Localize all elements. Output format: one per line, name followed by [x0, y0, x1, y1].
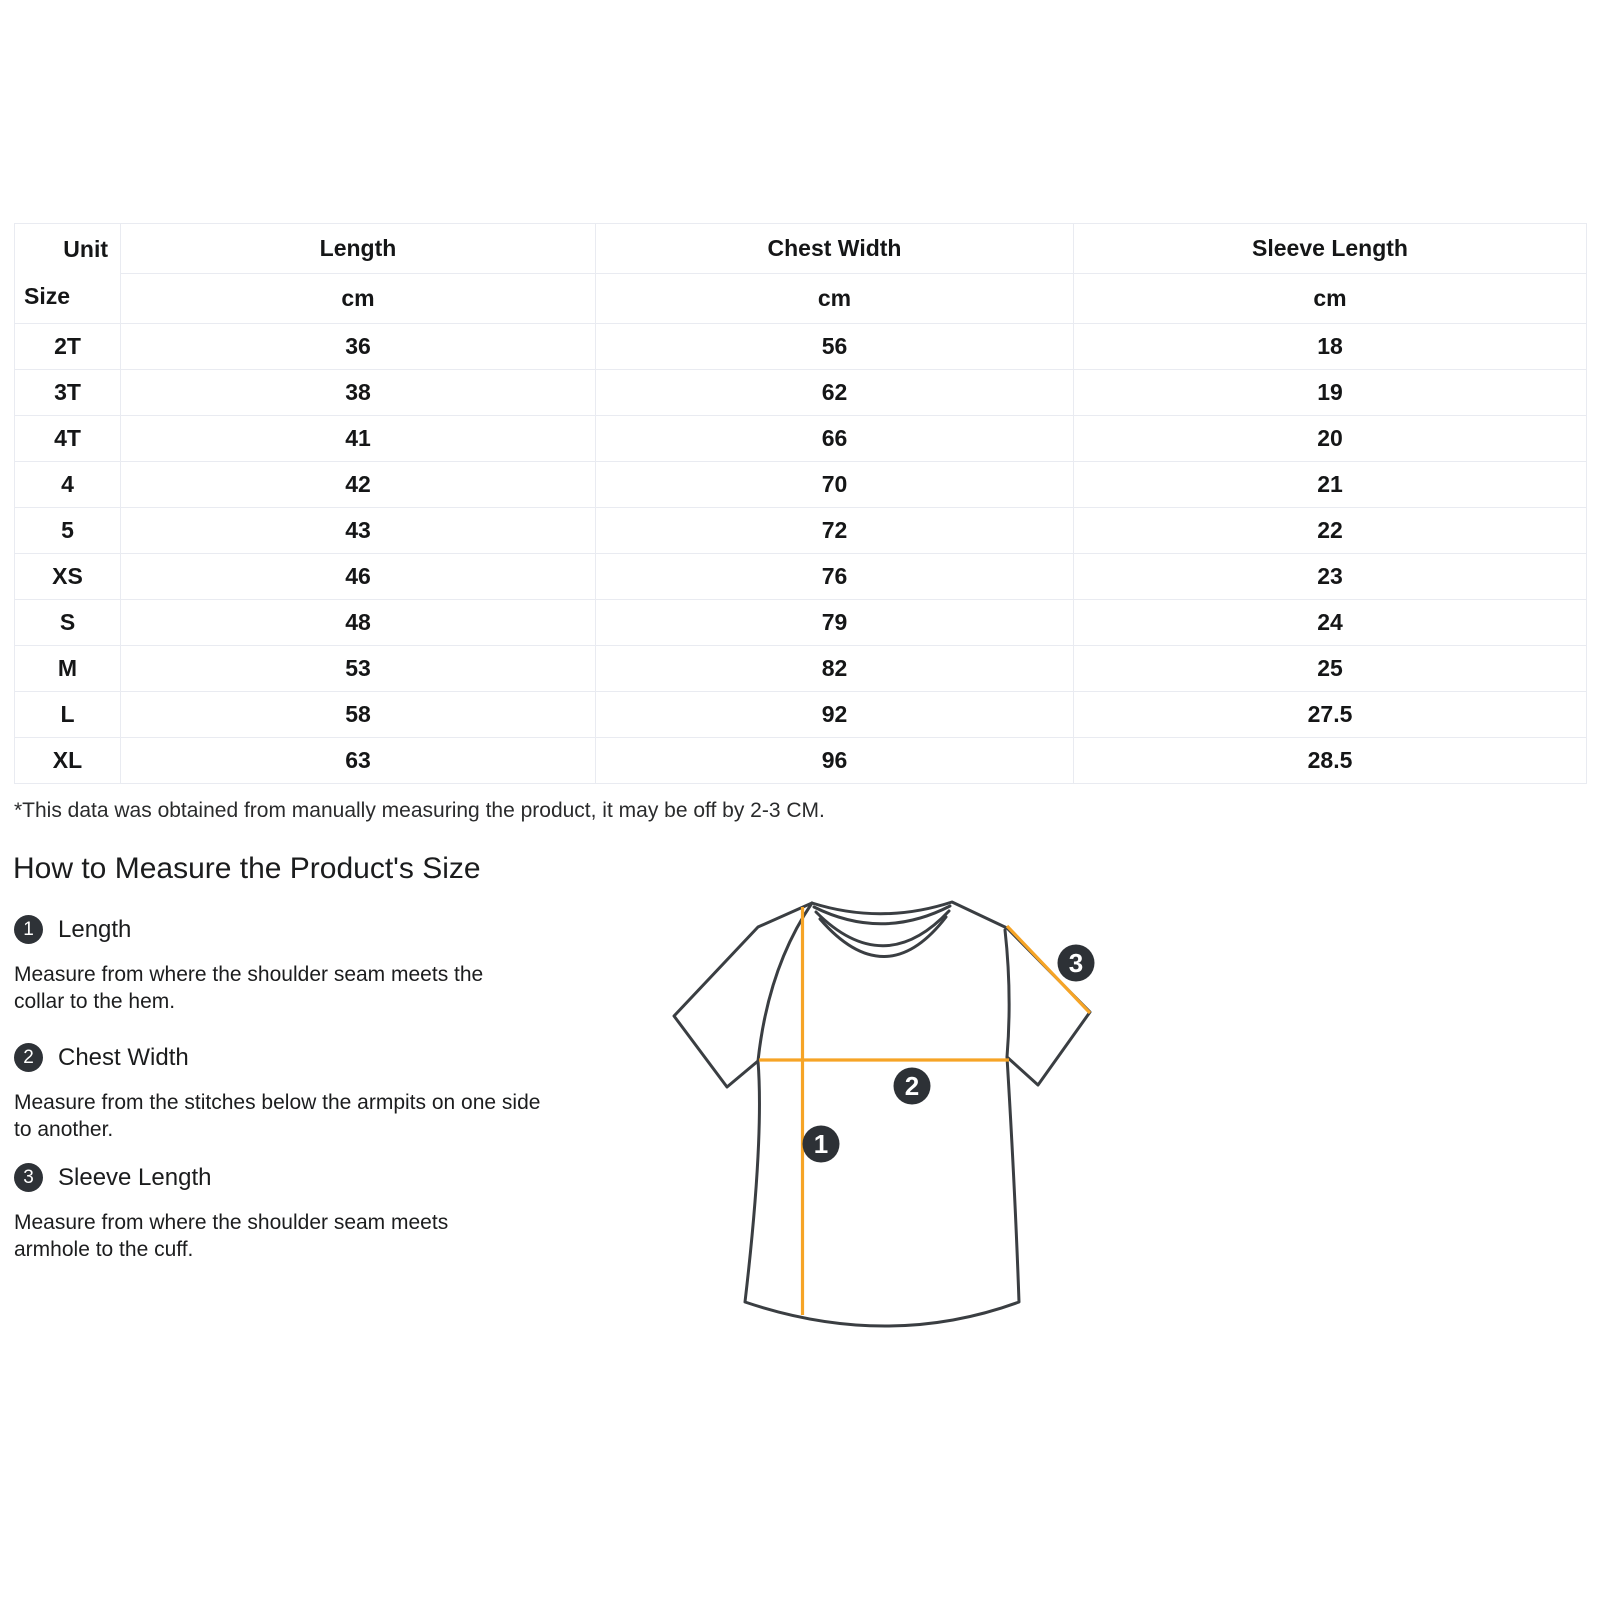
table-row: M 53 82 25 — [14, 645, 1587, 692]
measurement-disclaimer: *This data was obtained from manually me… — [14, 799, 825, 822]
length-cell: 58 — [120, 691, 596, 738]
collar-inner-line-2 — [818, 915, 948, 958]
size-cell: 3T — [14, 369, 121, 416]
table-row: 4T 41 66 20 — [14, 415, 1587, 462]
step-1-badge: 1 — [14, 915, 43, 944]
length-cell: 36 — [120, 323, 596, 370]
size-cell: XS — [14, 553, 121, 600]
chest-width-cell: 72 — [595, 507, 1074, 554]
unit-cell-sleeve-length: cm — [1073, 273, 1587, 324]
table-row: L 58 92 27.5 — [14, 691, 1587, 738]
diagram-marker-1-number: 1 — [814, 1129, 828, 1159]
sleeve-length-cell: 27.5 — [1073, 691, 1587, 738]
step-3-badge: 3 — [14, 1163, 43, 1192]
diagram-marker-1: 1 — [802, 1125, 840, 1163]
step-1-header: 1 Length — [14, 915, 579, 944]
sleeve-length-cell: 25 — [1073, 645, 1587, 692]
measure-steps: 1 Length Measure from where the shoulder… — [14, 915, 579, 1263]
diagram-marker-2-number: 2 — [905, 1071, 919, 1101]
table-row: 5 43 72 22 — [14, 507, 1587, 554]
table-unit-row: cm cm cm — [15, 273, 1587, 324]
sleeve-length-cell: 24 — [1073, 599, 1587, 646]
step-1-label: Length — [58, 915, 132, 943]
corner-size-label: Size — [24, 283, 71, 309]
sleeve-length-cell: 19 — [1073, 369, 1587, 416]
column-header-length: Length — [120, 223, 596, 274]
chest-width-cell: 79 — [595, 599, 1074, 646]
length-cell: 42 — [120, 461, 596, 508]
table-header-row: Unit Size Length Chest Width Sleeve Leng… — [14, 223, 1587, 324]
sleeve-length-cell: 22 — [1073, 507, 1587, 554]
chest-width-cell: 70 — [595, 461, 1074, 508]
tshirt-outline — [672, 900, 1092, 1328]
length-cell: 46 — [120, 553, 596, 600]
sleeve-length-cell: 21 — [1073, 461, 1587, 508]
table-row: 2T 36 56 18 — [14, 323, 1587, 370]
size-chart-table: Unit Size Length Chest Width Sleeve Leng… — [14, 223, 1587, 784]
step-2-header: 2 Chest Width — [14, 1043, 579, 1072]
step-2-badge: 2 — [14, 1043, 43, 1072]
column-header-sleeve-length: Sleeve Length — [1073, 223, 1587, 274]
step-2-label: Chest Width — [58, 1043, 189, 1071]
chest-width-cell: 76 — [595, 553, 1074, 600]
step-3-header: 3 Sleeve Length — [14, 1163, 579, 1192]
tshirt-measurement-diagram: 1 2 3 — [620, 855, 1120, 1345]
corner-unit-label: Unit — [63, 236, 108, 262]
length-cell: 43 — [120, 507, 596, 554]
sleeve-length-cell: 23 — [1073, 553, 1587, 600]
table-row: XL 63 96 28.5 — [14, 737, 1587, 784]
length-cell: 48 — [120, 599, 596, 646]
collar-inner-line-1 — [814, 909, 951, 948]
length-cell: 53 — [120, 645, 596, 692]
table-row: S 48 79 24 — [14, 599, 1587, 646]
diagram-marker-2: 2 — [893, 1067, 931, 1105]
table-row: 4 42 70 21 — [14, 461, 1587, 508]
table-row: 3T 38 62 19 — [14, 369, 1587, 416]
chest-width-cell: 92 — [595, 691, 1074, 738]
sleeve-length-cell: 20 — [1073, 415, 1587, 462]
step-3-description: Measure from where the shoulder seam mee… — [14, 1211, 449, 1261]
step-1-description: Measure from where the shoulder seam mee… — [14, 963, 484, 1013]
how-to-measure-title: How to Measure the Product's Size — [13, 852, 481, 885]
step-3-label: Sleeve Length — [58, 1163, 212, 1191]
chest-width-cell: 62 — [595, 369, 1074, 416]
collar-band-line — [812, 904, 952, 926]
length-cell: 41 — [120, 415, 596, 462]
size-cell: L — [14, 691, 121, 738]
chest-width-cell: 56 — [595, 323, 1074, 370]
size-cell: XL — [14, 737, 121, 784]
length-cell: 63 — [120, 737, 596, 784]
chest-width-cell: 66 — [595, 415, 1074, 462]
size-cell: 4T — [14, 415, 121, 462]
unit-cell-chest-width: cm — [595, 273, 1074, 324]
sleeve-length-cell: 28.5 — [1073, 737, 1587, 784]
corner-cell: Unit Size — [14, 223, 121, 324]
size-cell: 2T — [14, 323, 121, 370]
sleeve-length-cell: 18 — [1073, 323, 1587, 370]
size-cell: S — [14, 599, 121, 646]
diagram-marker-3-number: 3 — [1069, 948, 1083, 978]
step-2-description: Measure from the stitches below the armp… — [14, 1091, 541, 1141]
unit-cell-length: cm — [120, 273, 596, 324]
chest-width-cell: 96 — [595, 737, 1074, 784]
sleeve-length-measure-line — [1005, 924, 1092, 1015]
length-cell: 38 — [120, 369, 596, 416]
diagram-marker-3: 3 — [1057, 944, 1095, 982]
size-cell: 4 — [14, 461, 121, 508]
table-row: XS 46 76 23 — [14, 553, 1587, 600]
right-armhole-seam — [1003, 928, 1011, 1059]
column-header-chest-width: Chest Width — [595, 223, 1074, 274]
size-cell: M — [14, 645, 121, 692]
size-cell: 5 — [14, 507, 121, 554]
chest-width-cell: 82 — [595, 645, 1074, 692]
